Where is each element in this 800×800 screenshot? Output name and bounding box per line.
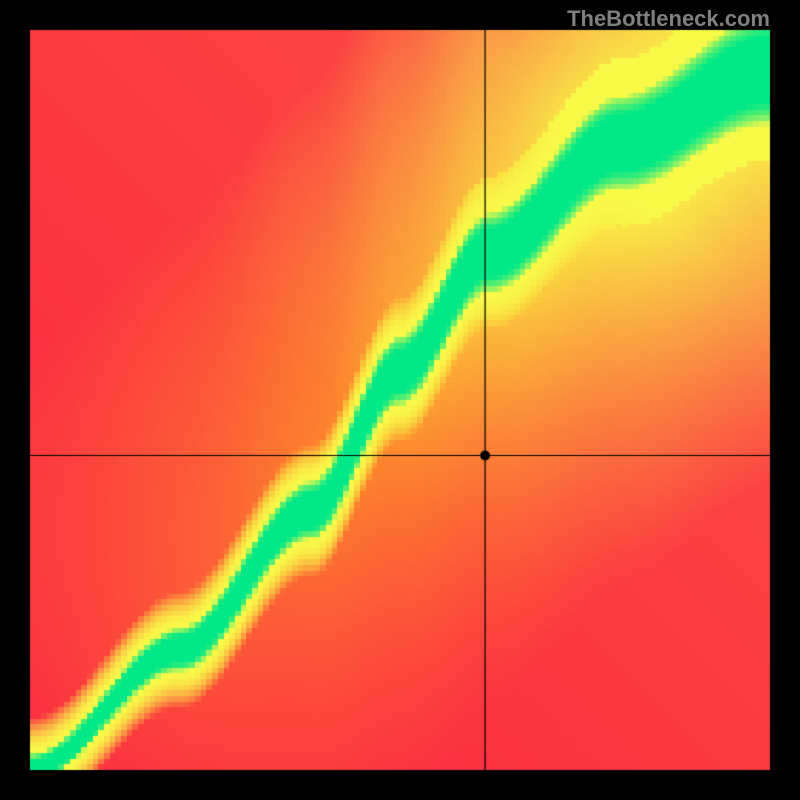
bottleneck-heatmap	[0, 0, 800, 800]
watermark-text: TheBottleneck.com	[567, 6, 770, 32]
chart-container: TheBottleneck.com	[0, 0, 800, 800]
